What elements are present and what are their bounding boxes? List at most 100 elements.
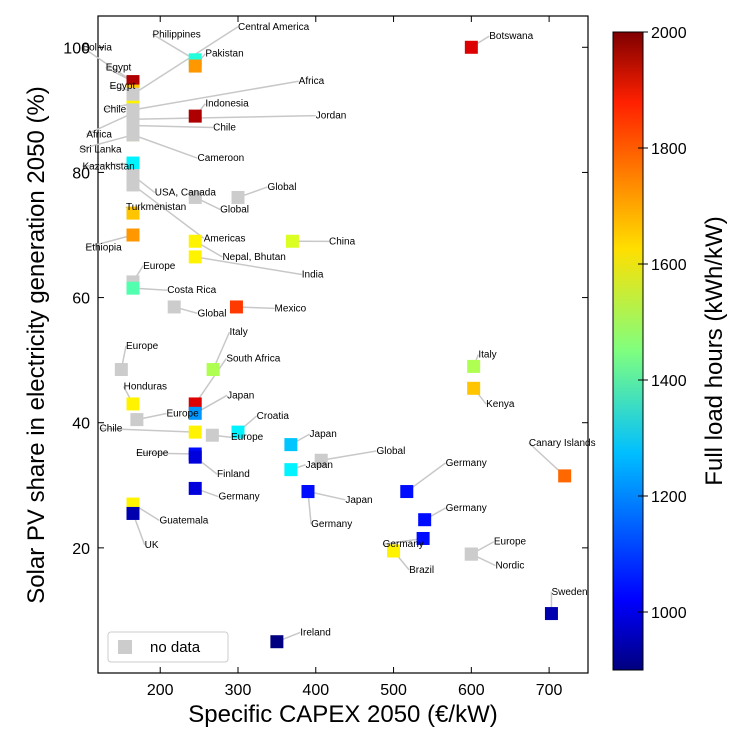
point-label: Europe	[126, 341, 159, 352]
point-label: Kenya	[486, 399, 515, 410]
data-point	[188, 406, 202, 420]
x-tick-label: 700	[536, 682, 563, 699]
point-label: Africa	[86, 129, 112, 140]
data-point	[188, 190, 202, 204]
point-label: Global	[198, 308, 227, 319]
x-axis-title: Specific CAPEX 2050 (€/kW)	[188, 701, 497, 728]
point-label: Europe	[494, 537, 527, 548]
point-label: Ireland	[300, 627, 331, 638]
colorbar-gradient	[612, 31, 644, 671]
data-point	[231, 190, 245, 204]
point-label: Africa	[299, 76, 325, 87]
point-label: Ethiopia	[86, 243, 123, 254]
data-point	[126, 156, 140, 170]
data-point	[126, 397, 140, 411]
leader-line	[132, 26, 239, 95]
axis-ticks	[98, 16, 588, 673]
point-label: Japan	[345, 495, 372, 506]
leader-line	[85, 234, 134, 249]
y-tick-label: 100	[63, 40, 90, 57]
point-label: Chile	[103, 104, 126, 115]
leader-line	[382, 537, 424, 545]
data-point	[126, 87, 140, 101]
point-label: Europe	[166, 408, 199, 419]
data-point	[188, 59, 202, 73]
point-label: Global	[220, 204, 249, 215]
point-label: Bolivia	[82, 42, 112, 53]
x-tick-label: 400	[302, 682, 329, 699]
legend-swatch	[118, 640, 132, 654]
data-point	[188, 250, 202, 264]
point-label: Croatia	[257, 411, 290, 422]
colorbar-tick-label: 2000	[651, 25, 687, 42]
point-label: Honduras	[124, 382, 167, 393]
leader-line	[82, 46, 134, 83]
point-label: Egypt	[110, 81, 136, 92]
point-label: Turkmenistan	[126, 202, 186, 213]
plot-frame	[97, 15, 589, 674]
data-point	[285, 234, 299, 248]
point-label: Nepal, Bhutan	[222, 252, 285, 263]
data-point	[126, 228, 140, 242]
point-label: Italy	[478, 350, 496, 361]
leader-line	[132, 134, 198, 159]
leader-line	[132, 114, 316, 120]
point-label: Germany	[446, 458, 487, 469]
leader-line	[321, 450, 377, 461]
data-point	[464, 40, 478, 54]
data-point	[400, 485, 414, 499]
point-label: Mexico	[275, 303, 307, 314]
leader-line	[132, 124, 214, 129]
leader-line	[194, 357, 227, 405]
data-point	[188, 425, 202, 439]
data-point	[558, 469, 572, 483]
point-label: Sri Lanka	[79, 144, 122, 155]
point-labels: Bolivia Egypt Egypt Chile Africa Sri Lanka Kaz…	[79, 22, 595, 639]
point-label: Cameroon	[198, 153, 245, 164]
data-point	[229, 300, 243, 314]
leader-line	[136, 452, 196, 455]
data-point	[126, 206, 140, 220]
leader-line	[86, 112, 134, 136]
data-point	[206, 363, 220, 377]
point-label: Chile	[213, 123, 236, 134]
point-label: South Africa	[226, 353, 280, 364]
point-label: Global	[376, 446, 405, 457]
data-point	[188, 481, 202, 495]
point-label: Guatemala	[159, 515, 208, 526]
point-label: Americas	[204, 233, 246, 244]
y-axis: 20 40 60 80 100	[63, 40, 90, 558]
colorbar-ticks: 1000 1200 1400 1600 1800 2000	[638, 25, 687, 622]
point-label: Europe	[136, 448, 169, 459]
data-point	[167, 300, 181, 314]
legend-box	[107, 631, 229, 663]
leader-line	[82, 162, 134, 168]
point-label: Canary Islands	[529, 438, 596, 449]
data-point	[387, 544, 401, 558]
point-label: Japan	[227, 390, 254, 401]
point-label: UK	[145, 540, 159, 551]
data-point	[284, 438, 298, 452]
legend-label: no data	[150, 639, 201, 656]
point-label: China	[329, 236, 356, 247]
point-label: Brazil	[409, 565, 434, 576]
x-axis: 200 300 400 500 600 700	[147, 682, 563, 699]
data-point	[188, 450, 202, 464]
point-label: Europe	[143, 261, 176, 272]
point-label: Germany	[446, 503, 487, 514]
data-point	[416, 531, 430, 545]
point-label: Kazakhstan	[82, 161, 134, 172]
data-point	[284, 463, 298, 477]
colorbar-tick-label: 1400	[651, 373, 687, 390]
point-label: Germany	[219, 492, 260, 503]
data-point	[130, 413, 144, 427]
data-point	[188, 234, 202, 248]
point-label: USA, Canada	[155, 188, 217, 199]
point-label: Costa Rica	[167, 285, 216, 296]
point-label: Japan	[306, 460, 333, 471]
leader-line	[152, 33, 196, 61]
data-point	[205, 428, 219, 442]
plot-area: Bolivia Egypt Egypt Chile Africa Sri Lanka Kaz…	[79, 15, 596, 674]
data-point	[126, 281, 140, 295]
data-point	[126, 506, 140, 520]
